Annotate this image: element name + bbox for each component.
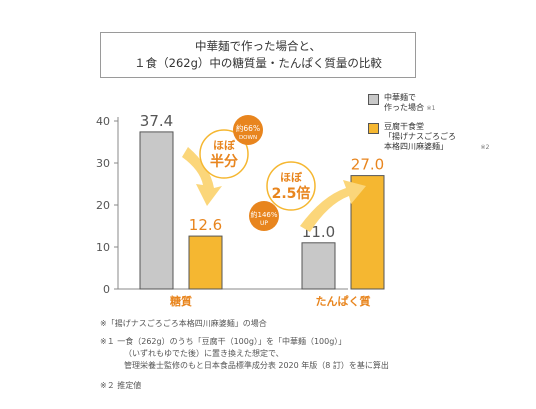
down-arrow-icon bbox=[182, 147, 222, 206]
y-tick-label: 10 bbox=[96, 241, 110, 254]
legend-note: ※1 bbox=[426, 105, 436, 112]
legend-swatch-orange bbox=[368, 123, 379, 134]
bar bbox=[188, 235, 223, 290]
legend-label-line3: 本格四川麻婆麺」 bbox=[384, 142, 448, 151]
times-callout-circle bbox=[266, 161, 316, 211]
legend-label-line2: 「揚げナスごろごろ bbox=[384, 132, 456, 141]
footnote: 管理栄養士監修のもと日本食品標準成分表 2020 年版（8 訂）を基に算出 bbox=[124, 361, 389, 370]
legend-swatch-gray bbox=[368, 94, 379, 105]
footnote: ※「揚げナスごろごろ本格四川麻婆麺」の場合 bbox=[100, 319, 267, 328]
data-label: 37.4 bbox=[140, 112, 173, 130]
callout-text: 2.5倍 bbox=[272, 185, 311, 202]
half-callout-circle bbox=[199, 129, 249, 179]
chart-title-line1: 中華麺で作った場合と、 bbox=[194, 39, 322, 53]
footnotes: ※「揚げナスごろごろ本格四川麻婆麺」の場合 ※１ 一食（262g）のうち「豆腐干… bbox=[100, 318, 389, 392]
data-label: 27.0 bbox=[351, 156, 384, 174]
footnote: ※２ 推定値 bbox=[100, 381, 142, 390]
category-label: たんぱく質 bbox=[316, 294, 371, 308]
callout-text: ほぼ bbox=[213, 139, 236, 152]
footnote: （いずれもゆでた後）に置き換えた想定で、 bbox=[124, 349, 284, 358]
up-badge bbox=[249, 201, 279, 231]
down-badge bbox=[233, 115, 263, 145]
chart-title-box: 中華麺で作った場合と、 １食（262g）中の糖質量・たんぱく質量の比較 bbox=[100, 32, 416, 78]
callout-text: 半分 bbox=[210, 153, 238, 170]
legend-label-line1: 中華麺で bbox=[384, 93, 416, 102]
badge-text: 約66% bbox=[236, 123, 260, 133]
badge-text: DOWN bbox=[239, 135, 257, 141]
chart-title-line2: １食（262g）中の糖質量・たんぱく質量の比較 bbox=[134, 56, 382, 70]
footnote: ※１ 一食（262g）のうち「豆腐干（100g）」を「中華麺（100g）」 bbox=[100, 337, 347, 346]
bar bbox=[139, 131, 174, 290]
badge-text: 約146% bbox=[250, 210, 277, 219]
data-label: 12.6 bbox=[189, 216, 222, 234]
y-tick-label: 30 bbox=[96, 157, 110, 170]
y-tick-label: 20 bbox=[96, 199, 110, 212]
y-tick-label: 0 bbox=[103, 283, 110, 296]
legend-note: ※2 bbox=[480, 144, 490, 151]
up-arrow-icon bbox=[300, 180, 366, 232]
legend-label-line2: 作った場合 bbox=[384, 103, 424, 112]
callout-text: ほぼ bbox=[280, 171, 303, 184]
category-label: 糖質 bbox=[170, 294, 192, 308]
y-tick-label: 40 bbox=[96, 115, 110, 128]
badge-text: UP bbox=[260, 220, 268, 227]
bar bbox=[301, 242, 336, 290]
legend-label-line1: 豆腐干食堂 bbox=[384, 122, 424, 131]
